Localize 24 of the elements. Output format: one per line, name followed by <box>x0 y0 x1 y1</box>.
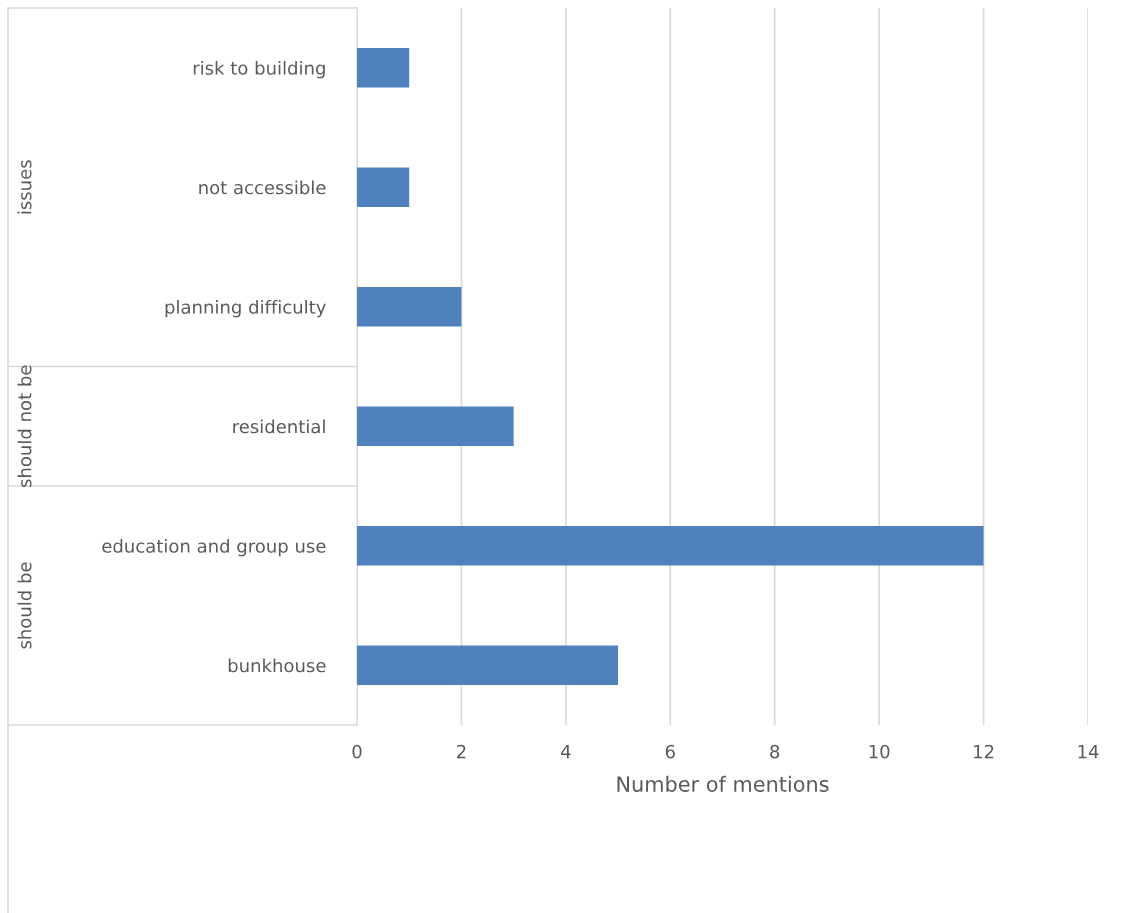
x-tick-label: 0 <box>352 744 362 759</box>
x-tick-label: 2 <box>457 744 466 759</box>
y-tick-label: risk to building <box>193 60 325 79</box>
x-tick-label: 12 <box>974 744 994 759</box>
x-tick-label: 4 <box>561 745 571 759</box>
text: issues <box>17 160 32 214</box>
bar <box>357 167 410 207</box>
x-axis-title: Number of mentions <box>617 775 829 792</box>
bar <box>357 406 514 446</box>
y-tick-label: education and group use <box>102 538 326 557</box>
y-tick-label: not accessible <box>199 180 326 195</box>
y-tick-label: residential <box>233 419 325 434</box>
bar <box>357 287 462 327</box>
x-tick-label: 10 <box>869 744 890 759</box>
bar <box>357 645 619 685</box>
text: should not be <box>17 365 32 487</box>
text: should be <box>17 562 32 649</box>
y-tick-label: bunkhouse <box>228 658 326 673</box>
x-tick-label: 6 <box>665 744 675 759</box>
x-tick-label: 8 <box>770 744 780 759</box>
x-tick-label: 14 <box>1078 745 1099 759</box>
bar <box>357 526 984 566</box>
bar <box>357 48 410 88</box>
y-tick-label: planning difficulty <box>165 299 326 318</box>
